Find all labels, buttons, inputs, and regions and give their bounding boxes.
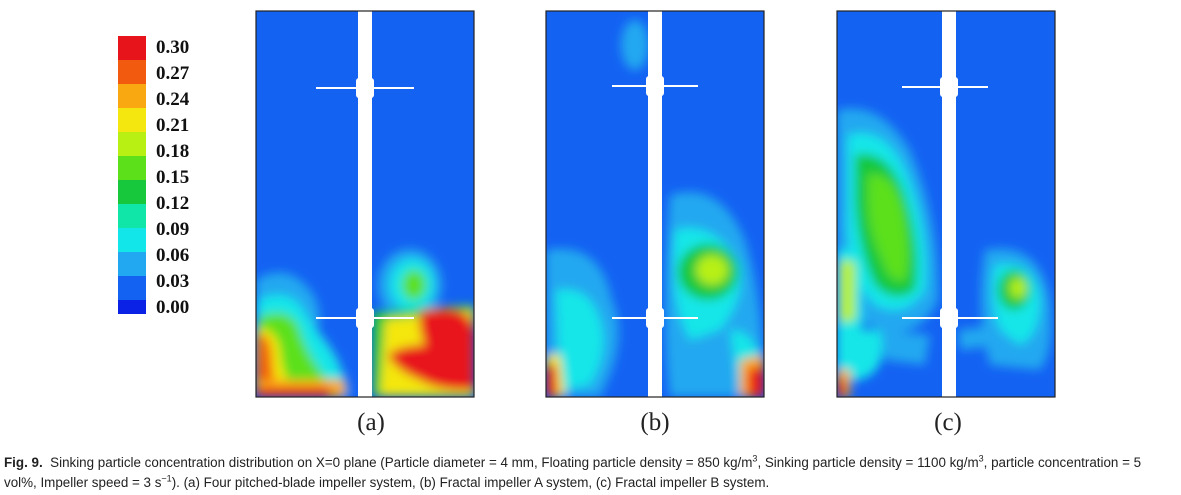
legend-label: 0.12 bbox=[156, 193, 190, 214]
contour-panel-c bbox=[836, 10, 1056, 398]
panel-label-a: (a) bbox=[357, 409, 385, 436]
panel-label-c: (c) bbox=[934, 409, 962, 436]
figure-caption: Fig. 9. Sinking particle concentration d… bbox=[4, 453, 1176, 493]
legend-label: 0.27 bbox=[156, 63, 190, 84]
caption-sup: 3 bbox=[752, 453, 758, 464]
legend-swatch bbox=[118, 252, 146, 276]
contour-panel-b bbox=[545, 10, 765, 398]
legend-swatch bbox=[118, 132, 146, 156]
caption-text: Sinking particle concentration distribut… bbox=[50, 455, 753, 470]
caption-sup: 3 bbox=[978, 453, 984, 464]
legend-swatch bbox=[118, 180, 146, 204]
legend-label: 0.03 bbox=[156, 271, 190, 292]
caption-sup: −1 bbox=[161, 473, 172, 484]
legend-swatch bbox=[118, 204, 146, 228]
panel-label-b: (b) bbox=[640, 409, 670, 436]
legend-label: 0.18 bbox=[156, 141, 190, 162]
caption-text: , Sinking particle density = 1100 kg/m bbox=[757, 455, 979, 470]
legend-label: 0.30 bbox=[156, 37, 190, 58]
legend-swatch bbox=[118, 276, 146, 300]
legend-label: 0.24 bbox=[156, 89, 190, 110]
legend-swatch bbox=[118, 60, 146, 84]
contour-panel-a bbox=[255, 10, 475, 398]
legend-swatch bbox=[118, 300, 146, 314]
legend-label: 0.00 bbox=[156, 297, 190, 318]
caption-text: ). (a) Four pitched-blade impeller syste… bbox=[171, 475, 770, 490]
legend-swatch bbox=[118, 228, 146, 252]
legend-swatch bbox=[118, 84, 146, 108]
legend-label: 0.09 bbox=[156, 219, 190, 240]
legend-swatch bbox=[118, 156, 146, 180]
contour-panels bbox=[255, 10, 1056, 398]
legend-swatch bbox=[118, 36, 146, 60]
legend-swatch bbox=[118, 108, 146, 132]
legend-label: 0.15 bbox=[156, 167, 190, 188]
caption-text: , particle concentration = 5 vol%, Impel… bbox=[4, 455, 1142, 490]
legend-label: 0.06 bbox=[156, 245, 190, 266]
legend-label: 0.21 bbox=[156, 115, 190, 136]
figure-label: Fig. 9. bbox=[4, 455, 43, 470]
